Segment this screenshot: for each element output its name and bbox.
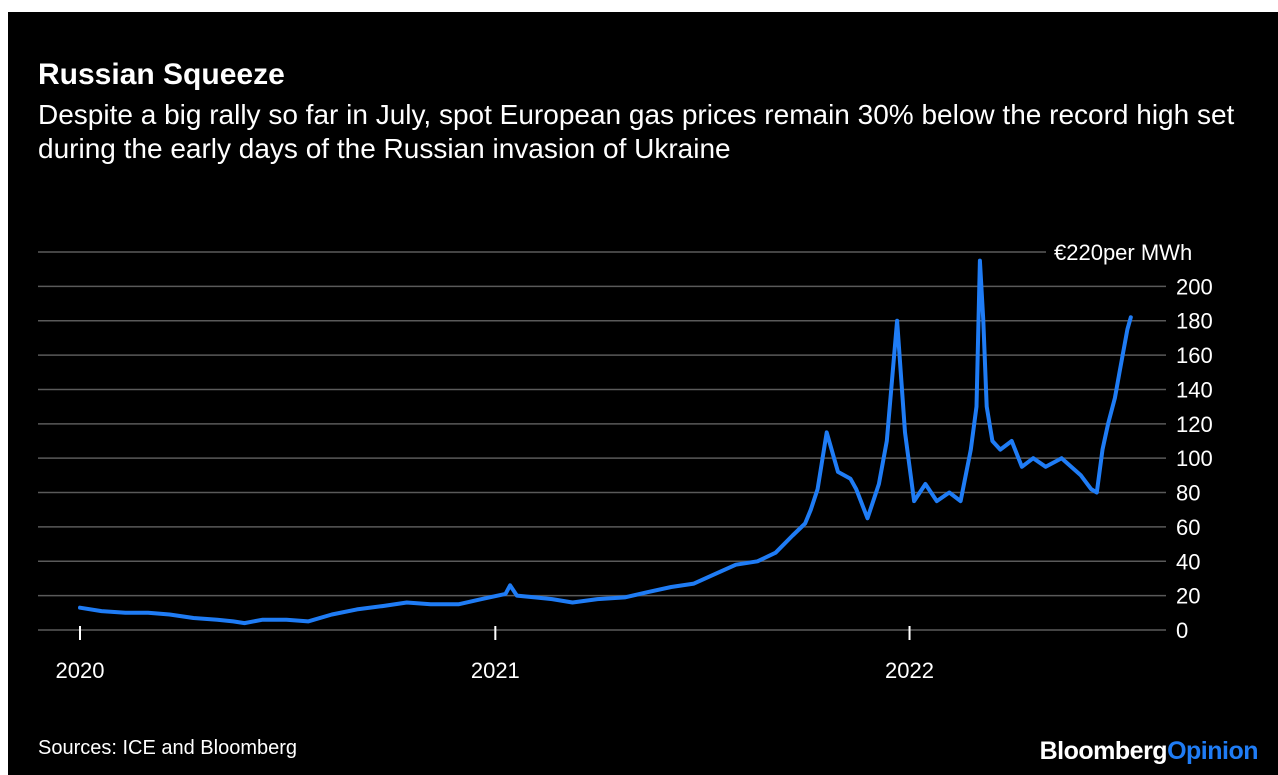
chart-card: Russian Squeeze Despite a big rally so f… xyxy=(8,12,1278,775)
source-note: Sources: ICE and Bloomberg xyxy=(38,737,298,759)
y-tick-label: 200 xyxy=(1176,274,1213,299)
chart-subtitle: Despite a big rally so far in July, spot… xyxy=(38,99,1235,164)
y-tick-label: 120 xyxy=(1176,412,1213,437)
y-tick-label: 180 xyxy=(1176,309,1213,334)
y-tick-label: 60 xyxy=(1176,515,1200,540)
y-tick-label: 140 xyxy=(1176,377,1213,402)
y-tick-label: 80 xyxy=(1176,481,1200,506)
x-tick-label: 2022 xyxy=(885,658,934,683)
y-axis-ticks: 0 20 40 60 80 100 120 140 160 180 200 €220per MWh xyxy=(1046,236,1278,643)
brand-accent-text: Opinion xyxy=(1167,737,1258,765)
y-tick-label: 20 xyxy=(1176,584,1200,609)
brand-main-text: Bloomberg xyxy=(1039,737,1168,765)
series-layer xyxy=(78,258,1133,626)
x-tick-label: 2020 xyxy=(56,658,105,683)
x-tick-label: 2021 xyxy=(471,658,520,683)
price-line-chart: 0 20 40 60 80 100 120 140 160 180 200 €220per MWh 2… xyxy=(38,236,1278,683)
y-tick-label: 100 xyxy=(1176,446,1213,471)
chart-title: Russian Squeeze xyxy=(38,58,285,91)
y-tick-label: 40 xyxy=(1176,549,1200,574)
unit-label-background xyxy=(1046,236,1278,266)
y-unit-label: €220per MWh xyxy=(1054,240,1192,265)
y-tick-label: 0 xyxy=(1176,618,1188,643)
gridlines xyxy=(38,251,1166,631)
price-series-line xyxy=(78,258,1133,626)
bloomberg-opinion-logo: BloombergOpinion xyxy=(1039,736,1259,766)
x-axis-ticks: 2020 2021 2022 xyxy=(56,626,934,683)
y-tick-label: 160 xyxy=(1176,343,1213,368)
